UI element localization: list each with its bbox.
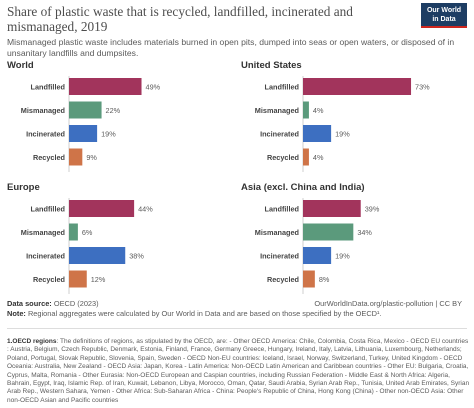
category-label-recycled: Recycled [33, 153, 65, 162]
category-label-mismanaged: Mismanaged [255, 228, 299, 237]
category-label-recycled: Recycled [267, 275, 299, 284]
panel-europe: Europe Landfilled 44% Mismanaged 6% Incinera… [7, 182, 229, 294]
logo-line2: in Data [432, 16, 456, 23]
bar-mismanaged[interactable] [303, 223, 354, 241]
bar-recycled[interactable] [303, 270, 315, 288]
owid-logo[interactable]: Our World in Data [421, 3, 467, 28]
notes-label: 1.OECD regions [7, 338, 57, 345]
value-label-landfilled: 49% [146, 83, 161, 92]
note-line: Note: Regional aggregates were calculate… [7, 309, 469, 319]
bar-incinerated[interactable] [69, 125, 98, 142]
note-text: Regional aggregates were calculated by O… [27, 309, 382, 318]
bar-mismanaged[interactable] [69, 101, 102, 119]
bar-incinerated[interactable] [303, 125, 332, 142]
source-text: OECD (2023) [53, 299, 99, 308]
value-label-incinerated: 19% [335, 130, 350, 139]
bar-recycled[interactable] [303, 148, 309, 166]
logo-line1: Our World [426, 7, 462, 14]
panel-united-states: United States Landfilled 73% Mismanaged 4% I… [241, 60, 463, 172]
value-label-mismanaged: 4% [313, 106, 324, 115]
value-label-recycled: 8% [319, 275, 330, 284]
bar-recycled[interactable] [69, 270, 87, 288]
category-label-recycled: Recycled [33, 275, 65, 284]
bar-landfilled[interactable] [69, 78, 142, 95]
value-label-incinerated: 19% [101, 130, 116, 139]
panel-title: Europe [7, 182, 40, 193]
value-label-mismanaged: 6% [82, 228, 93, 237]
bar-chart-europe: Landfilled 44% Mismanaged 6% Incinerated 38% R… [21, 198, 153, 294]
value-label-mismanaged: 34% [357, 228, 372, 237]
source-label: Data source: [7, 299, 52, 308]
category-label-landfilled: Landfilled [265, 205, 299, 214]
panel-world: World Landfilled 49% Mismanaged 22% Incinera… [7, 60, 229, 172]
chart-subtitle: Mismanaged plastic waste includes materi… [7, 37, 455, 58]
note-label: Note: [7, 309, 26, 318]
notes-text: : The definitions of regions, as stipula… [7, 338, 470, 404]
panel-title: World [7, 60, 34, 71]
category-label-incinerated: Incinerated [260, 130, 299, 139]
value-label-incinerated: 19% [335, 252, 350, 261]
panel-title: Asia (excl. China and India) [241, 182, 365, 193]
category-label-landfilled: Landfilled [31, 83, 65, 92]
value-label-recycled: 4% [313, 153, 324, 162]
value-label-landfilled: 44% [138, 205, 153, 214]
value-label-landfilled: 39% [365, 205, 380, 214]
bar-incinerated[interactable] [69, 247, 126, 264]
category-label-incinerated: Incinerated [26, 130, 65, 139]
bar-chart-united-states: Landfilled 73% Mismanaged 4% Incinerated 19% R… [255, 76, 430, 172]
bar-chart-asia: Landfilled 39% Mismanaged 34% Incinerated 19%… [255, 198, 380, 294]
value-label-landfilled: 73% [415, 83, 430, 92]
bar-landfilled[interactable] [303, 200, 361, 217]
bar-recycled[interactable] [69, 148, 83, 166]
panel-asia: Asia (excl. China and India) Landfilled 3… [241, 182, 463, 294]
panel-title: United States [241, 60, 302, 71]
category-label-incinerated: Incinerated [26, 252, 65, 261]
bar-incinerated[interactable] [303, 247, 332, 264]
value-label-mismanaged: 22% [106, 106, 121, 115]
chart-title: Share of plastic waste that is recycled,… [7, 4, 353, 34]
source-line: Data source: OECD (2023) OurWorldInData.… [7, 299, 469, 309]
category-label-mismanaged: Mismanaged [21, 228, 65, 237]
category-label-mismanaged: Mismanaged [255, 106, 299, 115]
category-label-mismanaged: Mismanaged [21, 106, 65, 115]
region-notes: 1.OECD regions: The definitions of regio… [7, 338, 470, 405]
bar-landfilled[interactable] [303, 78, 412, 95]
logo-underline [421, 26, 467, 28]
source-url[interactable]: OurWorldInData.org/plastic-pollution | C… [314, 299, 462, 308]
category-label-incinerated: Incinerated [260, 252, 299, 261]
category-label-landfilled: Landfilled [265, 83, 299, 92]
bar-mismanaged[interactable] [69, 223, 78, 241]
divider [7, 328, 467, 329]
bar-chart-world: Landfilled 49% Mismanaged 22% Incinerated 19%… [21, 76, 161, 172]
category-label-recycled: Recycled [267, 153, 299, 162]
bar-landfilled[interactable] [69, 200, 135, 217]
value-label-incinerated: 38% [129, 252, 144, 261]
bar-mismanaged[interactable] [303, 101, 309, 119]
value-label-recycled: 9% [86, 153, 97, 162]
value-label-recycled: 12% [91, 275, 106, 284]
category-label-landfilled: Landfilled [31, 205, 65, 214]
